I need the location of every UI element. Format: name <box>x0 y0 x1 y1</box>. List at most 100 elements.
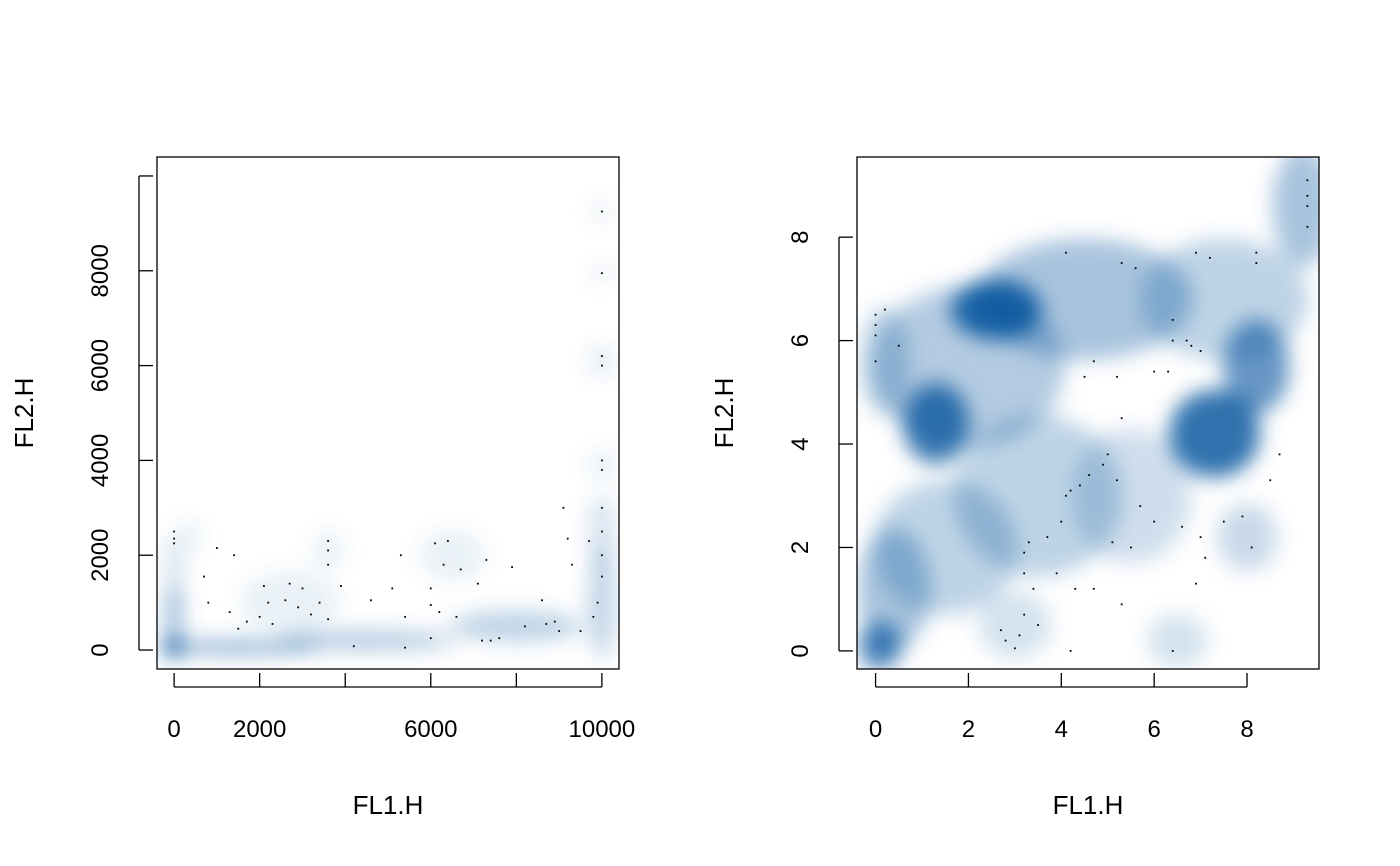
data-point <box>1134 267 1137 270</box>
data-point <box>1018 634 1021 637</box>
density-blob <box>1070 428 1192 563</box>
data-point <box>1120 603 1123 606</box>
data-point <box>1074 587 1077 590</box>
data-point <box>579 630 582 632</box>
data-point <box>263 585 265 587</box>
data-point <box>541 599 543 602</box>
data-point <box>562 506 565 509</box>
y-tick-label: 2 <box>787 541 814 554</box>
data-point <box>489 639 492 642</box>
data-point <box>1306 179 1309 182</box>
density-blob <box>872 480 1018 615</box>
data-point <box>1069 649 1072 652</box>
density-layer <box>857 157 1319 669</box>
data-point <box>1181 525 1183 528</box>
x-tick-label: 2000 <box>233 716 286 743</box>
data-point <box>600 272 603 275</box>
y-tick-label: 8000 <box>87 244 114 297</box>
y-axis: 0 2000 4000 6000 8000 <box>87 175 153 657</box>
data-point <box>571 563 573 566</box>
data-point <box>1185 339 1188 342</box>
x-axis-title: FL1.H <box>353 790 424 820</box>
data-point <box>600 210 603 213</box>
x-axis: 0 2000 6000 10000 <box>167 673 635 743</box>
plot-frame <box>156 156 620 670</box>
density-blob <box>587 547 616 659</box>
density-blob <box>1216 503 1278 571</box>
density-blob <box>277 630 456 651</box>
density-plot-right: 0 2 4 6 8 0 2 4 6 8 FL1.H FL2.H <box>709 156 1320 820</box>
data-point <box>600 530 603 533</box>
data-point <box>203 575 205 578</box>
data-point <box>404 615 407 618</box>
data-point <box>874 313 877 316</box>
density-blob <box>975 238 1194 360</box>
data-point <box>1046 536 1049 539</box>
data-point <box>267 601 270 604</box>
data-point <box>429 587 432 590</box>
data-point <box>434 542 436 545</box>
data-point <box>511 566 513 568</box>
data-point <box>228 611 231 614</box>
y-tick-label: 0 <box>787 644 814 657</box>
x-tick-label: 10000 <box>569 716 636 743</box>
density-plot-left: 0 2000 6000 10000 0 2000 4000 6000 8000 FL1.H F… <box>9 156 635 820</box>
data-point <box>1199 350 1202 352</box>
density-blob <box>157 639 322 655</box>
data-point <box>558 630 561 632</box>
x-axis-title: FL1.H <box>1053 790 1124 820</box>
data-point <box>1023 613 1026 616</box>
data-point <box>1171 649 1174 652</box>
data-point <box>1111 541 1114 544</box>
data-point <box>485 559 488 561</box>
data-point <box>1088 474 1091 476</box>
density-blob <box>587 345 616 377</box>
data-point <box>588 540 590 542</box>
data-point <box>1208 256 1211 259</box>
data-point <box>897 344 900 347</box>
data-point <box>481 639 484 642</box>
y-tick-label: 0 <box>87 643 114 656</box>
data-point <box>1078 484 1081 487</box>
data-point <box>1116 375 1118 378</box>
data-point <box>459 568 462 571</box>
data-point <box>1195 582 1197 585</box>
data-point <box>237 627 240 630</box>
data-point <box>173 542 176 545</box>
data-point <box>476 582 479 585</box>
data-point <box>1120 417 1123 420</box>
data-point <box>1250 546 1253 549</box>
data-point <box>310 613 312 616</box>
density-blob <box>978 591 1052 659</box>
density-blob <box>165 538 184 601</box>
plot-frame <box>856 156 1320 670</box>
density-blob <box>1272 157 1319 267</box>
data-point <box>455 615 458 618</box>
data-point <box>600 575 603 578</box>
data-point <box>429 604 432 606</box>
data-point <box>1306 205 1309 208</box>
data-point <box>318 601 321 604</box>
density-blob <box>449 610 584 642</box>
y-axis: 0 2 4 6 8 <box>787 230 853 658</box>
data-point <box>391 587 394 590</box>
data-point <box>1171 319 1174 321</box>
y-axis-title: FL2.H <box>709 378 739 449</box>
data-point <box>566 537 569 540</box>
y-tick-label: 6 <box>787 334 814 347</box>
data-point <box>1204 556 1207 559</box>
data-point <box>600 364 603 367</box>
data-point <box>1065 251 1067 254</box>
data-point <box>1190 344 1193 347</box>
data-point <box>245 620 248 623</box>
density-blob <box>165 586 184 648</box>
data-point <box>523 625 526 628</box>
x-tick-label: 6 <box>1147 716 1160 743</box>
x-tick-label: 0 <box>167 716 180 743</box>
data-point <box>883 308 886 311</box>
data-point <box>446 540 449 542</box>
data-point <box>1120 262 1123 264</box>
data-point <box>1069 489 1072 492</box>
y-axis-title: FL2.H <box>9 378 39 449</box>
data-point <box>1037 624 1039 626</box>
